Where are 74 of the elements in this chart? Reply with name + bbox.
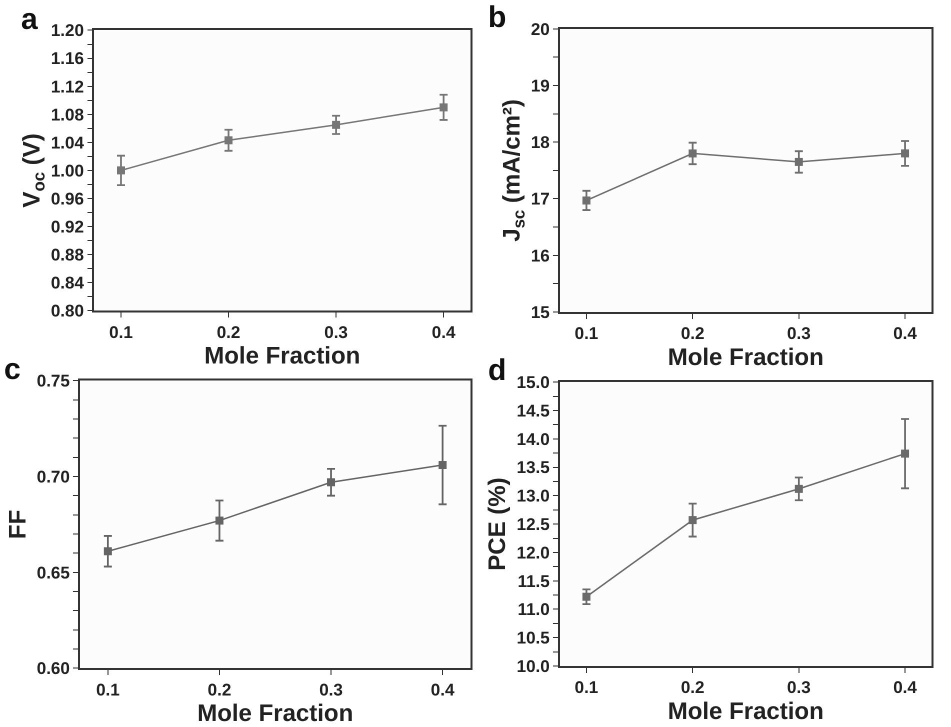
- x-tick-label: 0.2: [680, 324, 704, 344]
- y-tick-label: 19: [530, 76, 550, 96]
- y-tick-label: 1.12: [50, 77, 84, 96]
- x-tick-label: 0.1: [96, 680, 120, 700]
- y-tick-label: 20: [530, 20, 550, 39]
- y-tick-label: 16: [530, 246, 550, 266]
- x-axis-title: Mole Fraction: [668, 344, 824, 371]
- x-tick-label: 0.1: [574, 324, 598, 344]
- x-tick-label: 0.2: [680, 678, 704, 698]
- y-tick-label: 13.0: [516, 486, 550, 506]
- point: [440, 103, 448, 112]
- y-tick-label: 0.92: [50, 217, 84, 236]
- x-axis-title: Mole Fraction: [197, 700, 354, 727]
- x-tick-label: 0.3: [787, 324, 811, 344]
- x-tick-label: 0.4: [893, 324, 918, 344]
- y-tick-label: 0.70: [36, 467, 70, 486]
- x-axis-title: Mole Fraction: [204, 342, 360, 370]
- y-tick-label: 14.5: [516, 401, 550, 420]
- y-tick-label: 12.0: [516, 543, 550, 562]
- y-tick-label: 15: [530, 302, 550, 322]
- point: [104, 547, 112, 556]
- y-tick-label: 0.75: [36, 372, 70, 391]
- point: [116, 166, 125, 174]
- y-tick-label: 17: [530, 190, 550, 209]
- x-tick-label: 0.3: [324, 322, 348, 342]
- x-tick-label: 0.3: [787, 678, 811, 698]
- y-tick-label: 11.5: [518, 572, 550, 591]
- x-tick-label: 0.2: [208, 680, 232, 700]
- point: [582, 592, 590, 601]
- y-tick-label: 0.60: [36, 659, 70, 678]
- point: [794, 484, 803, 493]
- point: [794, 158, 803, 166]
- chart-title: c: [4, 353, 21, 386]
- y-tick-label: 14.0: [516, 430, 550, 449]
- x-tick-label: 0.1: [109, 322, 133, 342]
- point: [901, 149, 910, 158]
- point: [901, 450, 910, 458]
- point: [215, 516, 224, 525]
- point: [688, 149, 697, 158]
- x-tick-label: 0.3: [319, 680, 343, 700]
- y-tick-label: 0.84: [50, 274, 84, 293]
- y-tick-label: 0.80: [50, 302, 84, 321]
- x-tick-label: 0.4: [432, 322, 456, 342]
- point: [688, 516, 697, 524]
- y-tick-label: 12.5: [516, 515, 550, 534]
- x-tick-label: 0.4: [430, 680, 455, 700]
- y-tick-label: 10.5: [516, 628, 550, 648]
- point: [332, 120, 340, 129]
- point: [582, 196, 590, 204]
- y-tick-label: 13.5: [516, 458, 550, 478]
- x-tick-label: 0.4: [893, 678, 918, 698]
- y-tick-label: 0.65: [36, 563, 70, 582]
- y-tick-label: 1.08: [50, 105, 84, 124]
- x-axis-title: Mole Fraction: [668, 698, 824, 725]
- y-tick-label: 1.16: [50, 49, 84, 68]
- y-tick-label: 0.88: [50, 245, 84, 264]
- y-tick-label: 1.20: [50, 21, 84, 40]
- chart-title: b: [488, 1, 506, 34]
- point: [327, 478, 336, 486]
- chart-title: a: [21, 3, 38, 36]
- chart-title: d: [488, 354, 506, 387]
- point: [438, 461, 447, 470]
- y-tick-label: 15.0: [516, 373, 550, 392]
- x-tick-label: 0.1: [574, 678, 598, 698]
- y-axis-title: FF: [4, 510, 32, 540]
- x-tick-label: 0.2: [216, 322, 240, 342]
- y-axis-title: PCE (%): [484, 477, 512, 571]
- point: [224, 136, 233, 144]
- y-tick-label: 0.96: [50, 189, 84, 208]
- y-tick-label: 18: [530, 133, 550, 152]
- y-tick-label: 1.04: [50, 133, 84, 152]
- y-tick-label: 10.0: [516, 656, 550, 676]
- y-tick-label: 1.00: [50, 161, 84, 180]
- y-tick-label: 11.0: [518, 600, 550, 620]
